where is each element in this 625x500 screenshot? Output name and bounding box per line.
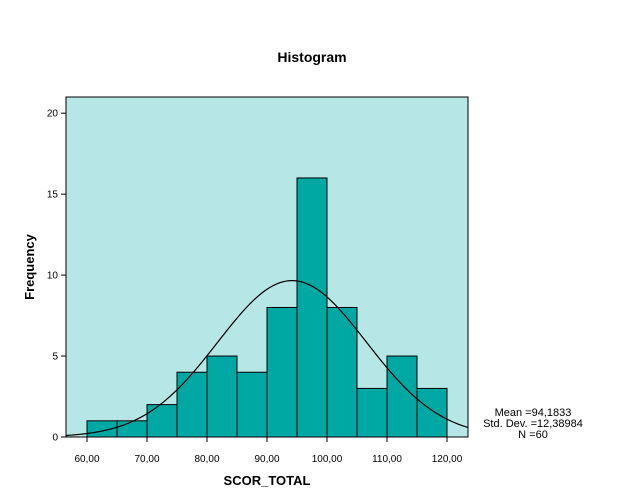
histogram-bar <box>236 371 268 438</box>
statistics-box: Mean =94,1833 Std. Dev. =12,38984 N =60 <box>478 408 588 441</box>
x-tick-label: 100,00 <box>312 454 343 465</box>
histogram-bar <box>116 420 148 438</box>
normal-curve <box>65 280 469 437</box>
y-axis: 0 5 10 15 20 <box>47 109 66 444</box>
n-stat: N =60 <box>518 429 548 441</box>
std-dev-stat: Std. Dev. =12,38984 <box>483 418 583 430</box>
histogram-bar <box>146 404 178 438</box>
x-axis: 60,00 70,00 80,00 90,00 100,00 110,00 120,00 <box>74 437 463 465</box>
histogram-bar <box>356 387 388 438</box>
y-tick-label: 5 <box>52 352 58 363</box>
x-tick-label: 60,00 <box>74 454 99 465</box>
histogram-bar <box>206 355 238 438</box>
bars-group <box>86 177 448 438</box>
histogram-bar <box>326 306 358 438</box>
chart-title: Histogram <box>277 49 346 65</box>
histogram-bar <box>296 177 328 438</box>
y-axis-title: Frequency <box>22 233 37 300</box>
histogram-bar <box>176 371 208 438</box>
y-tick-label: 10 <box>47 271 59 282</box>
histogram-bar <box>266 306 298 438</box>
x-tick-label: 120,00 <box>432 454 463 465</box>
histogram-bar <box>386 355 418 438</box>
x-tick-label: 80,00 <box>194 454 219 465</box>
mean-stat: Mean =94,1833 <box>494 407 572 419</box>
histogram-bar <box>416 387 448 438</box>
y-tick-label: 20 <box>47 109 59 120</box>
x-axis-title: SCOR_TOTAL <box>224 473 311 488</box>
x-tick-label: 90,00 <box>254 454 279 465</box>
y-tick-label: 15 <box>47 190 59 201</box>
y-tick-label: 0 <box>52 433 58 444</box>
x-tick-label: 110,00 <box>372 454 402 465</box>
x-tick-label: 70,00 <box>134 454 159 465</box>
